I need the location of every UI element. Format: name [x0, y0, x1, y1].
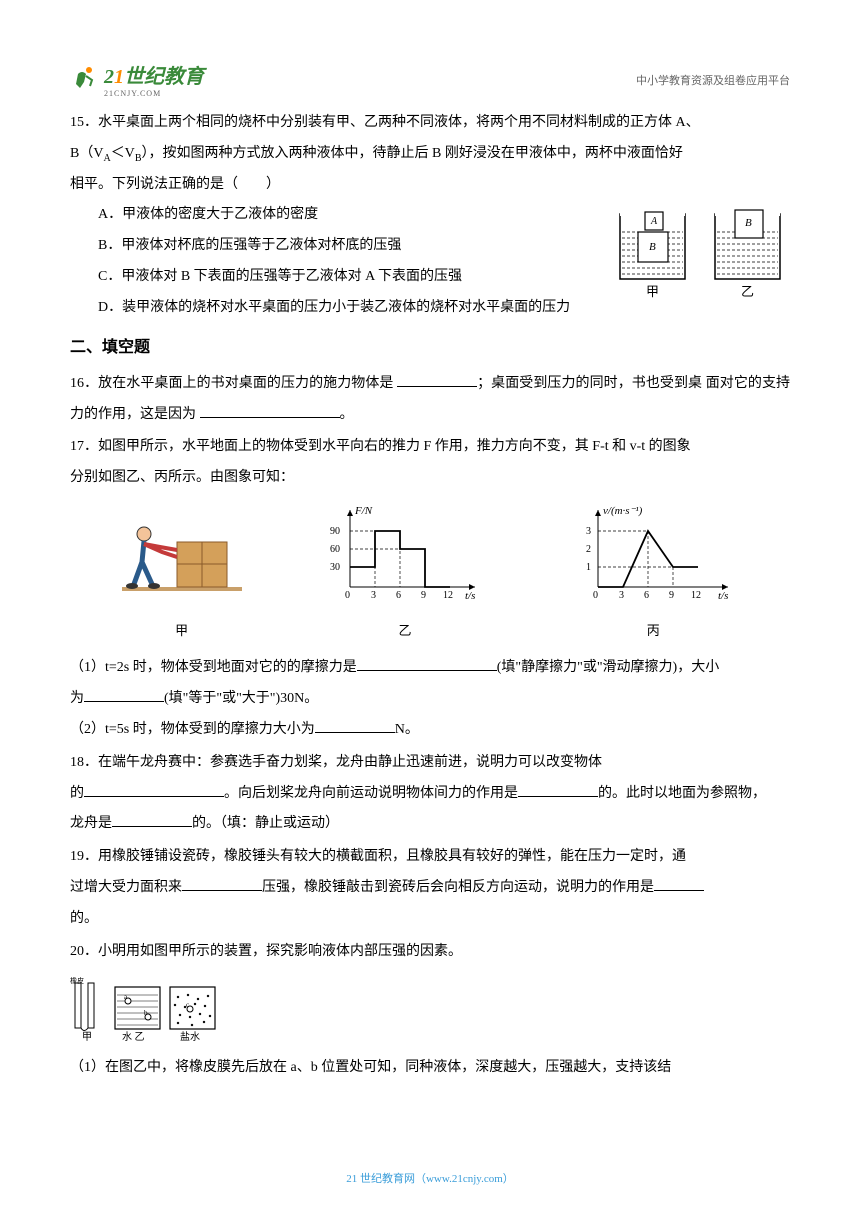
q18-blank1 [84, 781, 224, 797]
logo-prefix: 2 [104, 66, 114, 88]
svg-text:t/s: t/s [718, 590, 728, 602]
q15-line3: 相平。下列说法正确的是（ ） [70, 170, 790, 201]
q15: 15．水平桌面上两个相同的烧杯中分别装有甲、乙两种不同液体，将两个用不同材料制成… [70, 108, 790, 324]
svg-text:A: A [650, 216, 658, 227]
q17-fig-jia: 甲 [122, 512, 242, 645]
q20-sub1: （1）在图乙中，将橡皮膜先后放在 a、b 位置处可知，同种液体，深度越大，压强越… [70, 1053, 790, 1084]
q17: 17．如图甲所示，水平地面上的物体受到水平向右的推力 F 作用，推力方向不变，其… [70, 432, 790, 745]
svg-text:橡皮: 橡皮 [70, 976, 84, 985]
svg-text:v/(m·s⁻¹): v/(m·s⁻¹) [603, 505, 643, 517]
svg-text:甲: 甲 [82, 1032, 92, 1043]
svg-text:水 乙: 水 乙 [122, 1031, 145, 1043]
logo-text: 21世纪教育 21CNJY.COM [104, 60, 204, 98]
q17-fig-yi: F/N t/s 30 60 90 3 6 9 12 [325, 502, 485, 645]
svg-text:60: 60 [330, 544, 340, 555]
logo-sub: 21CNJY.COM [104, 89, 204, 98]
q17-blank2 [84, 686, 164, 702]
header-right-text: 中小学教育资源及组卷应用平台 [636, 72, 790, 88]
logo-one: 1 [114, 66, 124, 88]
svg-text:12: 12 [443, 590, 453, 601]
svg-text:30: 30 [330, 562, 340, 573]
svg-text:9: 9 [669, 590, 674, 601]
q19: 19．用橡胶锤铺设瓷砖，橡胶锤头有较大的横截面积，且橡胶具有较好的弹性，能在压力… [70, 842, 790, 934]
q16-blank1 [397, 371, 477, 387]
section2-title: 二、填空题 [70, 330, 790, 365]
q15-fig-jia-label: 甲 [646, 284, 659, 299]
q15-fig-yi-label: 乙 [741, 284, 754, 299]
svg-text:6: 6 [396, 590, 401, 601]
svg-text:2: 2 [586, 544, 591, 555]
q19-blank1 [182, 875, 262, 891]
svg-text:B: B [649, 241, 656, 253]
svg-text:3: 3 [619, 590, 624, 601]
svg-text:b: b [144, 1009, 148, 1017]
q15-line1: 15．水平桌面上两个相同的烧杯中分别装有甲、乙两种不同液体，将两个用不同材料制成… [70, 108, 790, 139]
logo-block: 21世纪教育 21CNJY.COM [70, 60, 204, 98]
q20: 20．小明用如图甲所示的装置，探究影响液体内部压强的因素。 橡皮 甲 [70, 937, 790, 1085]
q15-line2: B（VA＜VB），按如图两种方式放入两种液体中，待静止后 B 刚好浸没在甲液体中… [70, 139, 790, 170]
svg-text:6: 6 [644, 590, 649, 601]
page-footer: 21 世纪教育网（www.21cnjy.com） [0, 1170, 860, 1186]
q17-blank1 [357, 655, 497, 671]
q17-sub1b: 为(填"等于"或"大于")30N。 [70, 684, 790, 715]
svg-text:t/s: t/s [465, 590, 475, 602]
svg-text:1: 1 [586, 562, 591, 573]
q18: 18．在端午龙舟赛中：参赛选手奋力划桨，龙舟由静止迅速前进，说明力可以改变物体 … [70, 748, 790, 840]
svg-text:B: B [745, 217, 752, 229]
logo-icon [70, 64, 100, 94]
q16-blank2 [200, 402, 340, 418]
q18-blank2 [518, 781, 598, 797]
q17-figures: 甲 F/N t/s 30 60 90 3 6 [70, 502, 790, 645]
svg-text:F/N: F/N [354, 505, 373, 517]
svg-text:c: c [186, 1001, 189, 1009]
q15-figure: A B 甲 [610, 204, 790, 317]
svg-text:0: 0 [345, 590, 350, 601]
q18-blank3 [112, 811, 192, 827]
svg-text:盐水: 盐水 [180, 1030, 200, 1043]
svg-text:12: 12 [691, 590, 701, 601]
q19-blank2 [654, 875, 704, 891]
svg-text:3: 3 [586, 526, 591, 537]
content: 15．水平桌面上两个相同的烧杯中分别装有甲、乙两种不同液体，将两个用不同材料制成… [70, 108, 790, 1084]
q17-fig-bing: v/(m·s⁻¹) t/s 1 2 3 3 6 9 12 [568, 502, 738, 645]
svg-text:9: 9 [421, 590, 426, 601]
q17-blank3 [315, 717, 395, 733]
svg-text:0: 0 [593, 590, 598, 601]
page-header: 21世纪教育 21CNJY.COM 中小学教育资源及组卷应用平台 [70, 60, 790, 98]
logo-suffix: 世纪教育 [124, 66, 204, 88]
q16: 16．放在水平桌面上的书对桌面的压力的施力物体是 ；桌面受到压力的同时，书也受到… [70, 369, 790, 431]
q17-sub1: （1）t=2s 时，物体受到地面对它的的摩擦力是(填"静摩擦力"或"滑动摩擦力)… [70, 653, 790, 684]
q20-figures: 橡皮 甲 a b 水 乙 [70, 975, 790, 1045]
svg-text:3: 3 [371, 590, 376, 601]
q17-sub2: （2）t=5s 时，物体受到的摩擦力大小为N。 [70, 715, 790, 746]
svg-text:90: 90 [330, 526, 340, 537]
